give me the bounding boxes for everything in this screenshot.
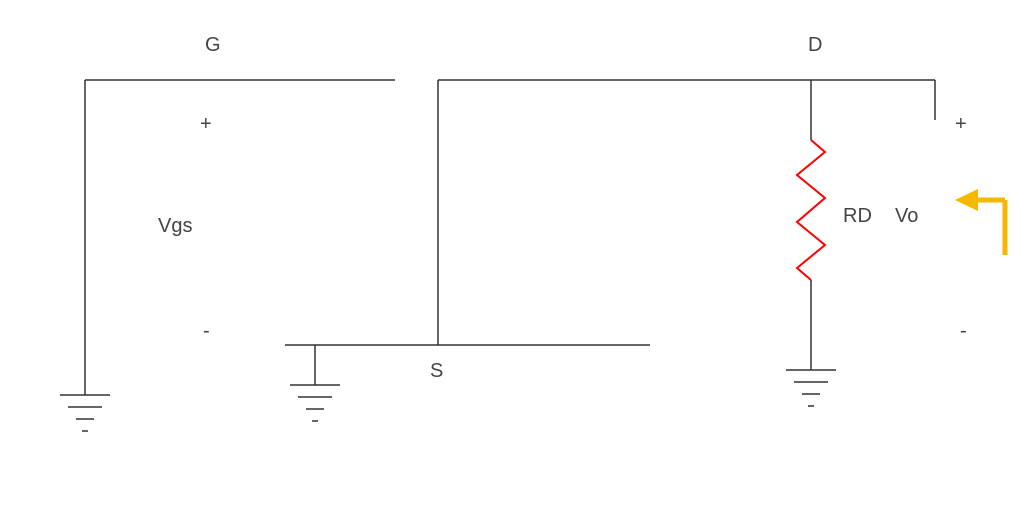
circuit-svg xyxy=(0,0,1024,513)
label-s: S xyxy=(430,360,443,383)
label-vo: Vo xyxy=(895,205,918,228)
ground-drain xyxy=(786,370,836,406)
ground-gate xyxy=(60,395,110,431)
label-vgs: Vgs xyxy=(158,215,192,238)
label-plus-left: + xyxy=(200,113,212,136)
resistor-rd xyxy=(797,140,825,280)
label-rd: RD xyxy=(843,205,872,228)
label-g: G xyxy=(205,34,221,57)
label-plus-right: + xyxy=(955,113,967,136)
ground-source xyxy=(290,385,340,421)
label-d: D xyxy=(808,34,822,57)
label-minus-right: - xyxy=(960,320,967,343)
output-arrow xyxy=(955,189,1005,255)
label-minus-left: - xyxy=(203,320,210,343)
